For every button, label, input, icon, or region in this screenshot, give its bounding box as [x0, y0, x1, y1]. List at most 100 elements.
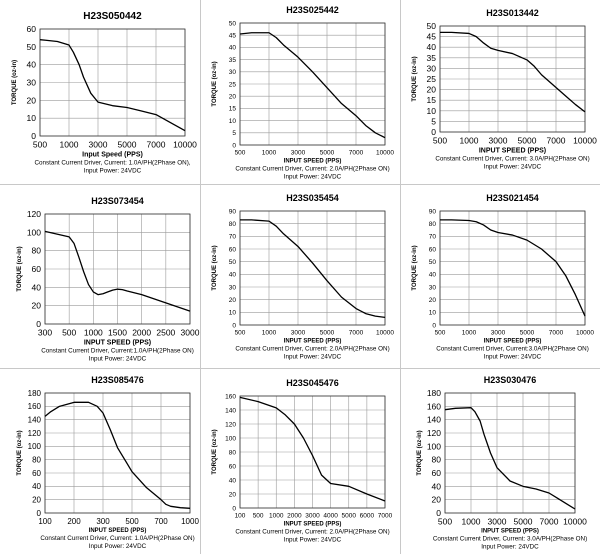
y-tick-label: 50: [229, 20, 237, 27]
y-tick-label: 20: [229, 93, 237, 100]
y-tick-label: 100: [225, 435, 236, 442]
x-tick-label: 10000: [376, 330, 394, 337]
x-tick-label: 1000: [262, 150, 277, 157]
plot-frame: [239, 210, 386, 326]
chart-panel-8: H23S045476 0 20 40 60 80 100 120 140 160 100 500 100…: [200, 368, 400, 552]
y-tick-label: 60: [32, 469, 41, 478]
chart-caption-line: Constant Current Driver, Current:1.0A/PH…: [41, 348, 194, 355]
torque-curve: [440, 31, 586, 113]
y-tick-label: 40: [229, 45, 237, 52]
x-tick-label: 3000: [489, 136, 508, 146]
y-axis-label: TORQUE (oz-in): [17, 430, 23, 475]
x-tick-label: 6000: [360, 513, 375, 520]
y-tick-label: 30: [229, 69, 237, 76]
y-axis-label: TORQUE (oz-in): [412, 245, 418, 290]
chart-title: H23S045476: [286, 378, 339, 388]
y-tick-label: 90: [429, 208, 437, 215]
x-tick-label: 300: [96, 517, 110, 526]
y-tick-label: 20: [27, 95, 37, 105]
chart-caption-line: Constant Current Driver, Current: 2.0A/P…: [235, 529, 389, 536]
y-tick-label: 80: [32, 455, 41, 464]
y-tick-label: 20: [427, 85, 437, 95]
y-tick-label: 20: [229, 491, 237, 498]
chart-panel-6: H23S021454 0 10 20 30 40 50 60 70 80 90 500 1000 3000…: [400, 184, 600, 368]
y-tick-label: 40: [32, 482, 41, 491]
y-tick-label: 80: [229, 221, 237, 228]
chart-caption-line: Input Power: 24VDC: [284, 174, 342, 181]
y-axis-label: TORQUE (oz-in): [212, 429, 218, 474]
torque-curve: [44, 230, 191, 312]
x-tick-label: 1500: [108, 328, 127, 338]
chart-svg: H23S073454 0 20 40 60 80 100 120 300 500 1000 1500 2…: [17, 196, 200, 363]
x-tick-label: 10000: [173, 140, 197, 150]
x-tick-label: 5000: [118, 140, 137, 150]
y-tick-label: 30: [229, 284, 237, 291]
x-tick-label: 3000: [181, 328, 200, 338]
y-axis-label: TORQUE (oz-in): [212, 61, 218, 106]
y-tick-label: 0: [36, 319, 41, 329]
chart-caption-line: Constant Current Driver, Current: 2.0A/P…: [235, 166, 389, 173]
y-tick-label: 15: [229, 106, 237, 113]
y-tick-label: 0: [436, 508, 441, 518]
y-axis-label: TORQUE (oz-in): [417, 430, 423, 475]
y-tick-label: 70: [229, 234, 237, 241]
chart-caption-line: Constant Current Driver, Current: 3.0A/P…: [433, 536, 587, 543]
chart-svg: H23S085476 0 20 40 60 80 100 120 140 160 180 100 200…: [17, 375, 199, 550]
y-tick-label: 120: [225, 421, 236, 428]
x-tick-label: 7000: [549, 330, 564, 337]
chart-caption-line: Input Power: 24VDC: [484, 164, 542, 171]
y-tick-label: 80: [32, 246, 42, 256]
y-tick-label: 60: [429, 246, 437, 253]
x-tick-label: 200: [67, 517, 81, 526]
x-tick-label: 1000: [181, 517, 199, 526]
x-tick-label: 3000: [491, 330, 506, 337]
x-tick-label: 100: [235, 513, 246, 520]
x-tick-label: 2000: [132, 328, 151, 338]
y-tick-label: 60: [229, 463, 237, 470]
x-tick-label: 2000: [287, 513, 302, 520]
chart-caption-line: Constant Current Driver, Current: 2.0A/P…: [235, 346, 389, 353]
x-tick-label: 7000: [147, 140, 166, 150]
y-tick-label: 25: [427, 74, 437, 84]
x-tick-label: 1000: [60, 140, 79, 150]
x-tick-label: 500: [433, 136, 447, 146]
y-tick-label: 60: [432, 468, 442, 478]
y-tick-label: 100: [27, 227, 41, 237]
y-tick-label: 90: [229, 208, 237, 215]
x-tick-label: 3000: [488, 517, 507, 527]
chart-svg: H23S050442 0 10 20 30 40 50 60 500 1000 3000 5000 70…: [12, 11, 197, 175]
y-tick-label: 0: [31, 131, 36, 141]
y-tick-label: 50: [229, 259, 237, 266]
x-tick-label: 500: [235, 150, 246, 157]
chart-svg: H23S025442 0 5 10 15 20 25 30 35 40 45 50 500 1000 300…: [212, 5, 394, 181]
torque-curve: [44, 401, 191, 509]
y-tick-label: 0: [431, 127, 436, 137]
x-axis-label: INPUT SPEED (PPS): [284, 339, 342, 345]
x-tick-label: 10000: [573, 136, 597, 146]
x-tick-label: 10000: [563, 517, 587, 527]
torque-curve: [239, 32, 386, 139]
y-tick-label: 45: [427, 32, 437, 42]
x-tick-label: 5000: [518, 136, 537, 146]
chart-caption-line: Input Power: 24VDC: [284, 354, 342, 361]
chart-svg: H23S035454 0 10 20 30 40 50 60 70 80 90 500 1000 3000…: [212, 193, 394, 361]
chart-svg: H23S021454 0 10 20 30 40 50 60 70 80 90 500 1000 3000…: [412, 193, 594, 361]
y-tick-label: 50: [27, 42, 37, 52]
y-tick-label: 45: [229, 32, 237, 39]
y-tick-label: 0: [432, 322, 436, 329]
x-axis-label: INPUT SPEED (PPS): [284, 522, 342, 528]
x-tick-label: 1000: [462, 330, 477, 337]
y-tick-label: 80: [229, 449, 237, 456]
plot-frame: [439, 210, 586, 326]
x-axis-label: INPUT SPEED (PPS): [481, 529, 539, 535]
x-tick-label: 500: [33, 140, 47, 150]
chart-title: H23S030476: [484, 375, 537, 385]
y-tick-label: 0: [37, 509, 42, 518]
divider-vertical-1: [200, 0, 201, 554]
y-tick-label: 120: [427, 428, 441, 438]
x-tick-label: 5000: [320, 150, 335, 157]
plot-frame: [239, 395, 386, 509]
chart-panel-5: H23S035454 0 10 20 30 40 50 60 70 80 90 500 1000 3000…: [200, 184, 400, 368]
x-tick-label: 7000: [540, 517, 559, 527]
